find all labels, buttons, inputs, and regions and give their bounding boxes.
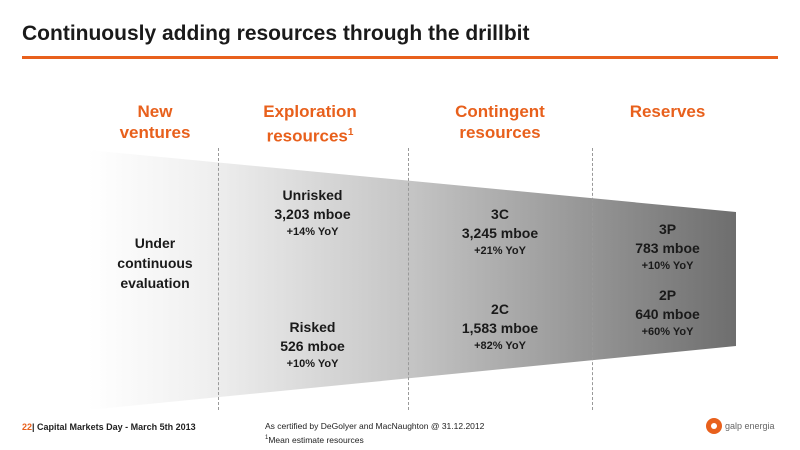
footer-event: 22| Capital Markets Day - March 5th 2013 [22,422,196,432]
galp-logo: galp energia [706,418,775,434]
page-title: Continuously adding resources through th… [22,22,530,45]
divider-1 [218,148,219,410]
unrisked-yoy: +14% YoY [286,226,339,238]
header-contingent-line2: resources [459,123,541,142]
page-number: 22 [22,422,33,432]
risked-value: 526 mboe [280,338,345,354]
c2-value: 1,583 mboe [461,320,539,336]
p3-yoy: +10% YoY [641,260,694,272]
c3-yoy: +21% YoY [474,245,526,257]
p2-label: 2P [658,287,677,303]
divider-2 [408,148,409,410]
galp-logo-icon [706,418,722,434]
header-exploration-line2: resources [266,126,348,146]
unrisked-label: Unrisked [282,187,343,203]
new-ventures-line1: Under [134,235,176,251]
p2-value: 640 mboe [635,306,700,322]
header-reserves: Reserves [595,101,740,122]
c2-label: 2C [491,301,509,317]
footnote-certification: As certified by DeGolyer and MacNaughton… [265,421,485,431]
c2-yoy: +82% YoY [474,340,526,352]
new-ventures-line3: evaluation [120,275,190,291]
event-name: Capital Markets Day - March 5th 2013 [37,422,196,432]
contingent-3c: 3C 3,245 mboe +21% YoY [425,205,575,260]
contingent-2c: 2C 1,583 mboe +82% YoY [425,300,575,355]
risked-yoy: +10% YoY [286,358,339,370]
header-new-ventures: New ventures [90,101,220,143]
header-exploration: Exploration resources1 [235,101,385,147]
risked-label: Risked [289,319,336,335]
header-contingent-line1: Contingent [455,102,545,121]
c3-label: 3C [491,206,509,222]
title-rule [22,56,778,59]
header-new-ventures-line2: ventures [119,123,191,142]
new-ventures-line2: continuous [117,255,193,271]
header-reserves-line1: Reserves [629,102,706,121]
header-contingent: Contingent resources [425,101,575,143]
p2-yoy: +60% YoY [641,326,694,338]
divider-3 [592,148,593,410]
p3-label: 3P [658,221,677,237]
reserves-2p: 2P 640 mboe +60% YoY [600,286,735,341]
header-exploration-line1: Exploration [263,102,357,121]
new-ventures-text: Under continuous evaluation [95,233,215,293]
c3-value: 3,245 mboe [461,225,539,241]
unrisked-value: 3,203 mboe [274,206,351,222]
galp-logo-text: galp energia [725,421,775,431]
funnel-body [88,150,736,410]
header-new-ventures-line1: New [137,102,173,121]
footnote-marker: 1 [265,435,269,441]
p3-value: 783 mboe [635,240,700,256]
reserves-3p: 3P 783 mboe +10% YoY [600,220,735,275]
exploration-risked: Risked 526 mboe +10% YoY [240,318,385,373]
header-exploration-sup: 1 [347,127,354,138]
footnote-mean: Mean estimate resources [268,434,364,445]
exploration-unrisked: Unrisked 3,203 mboe +14% YoY [240,186,385,241]
footer-notes: As certified by DeGolyer and MacNaughton… [265,420,484,446]
